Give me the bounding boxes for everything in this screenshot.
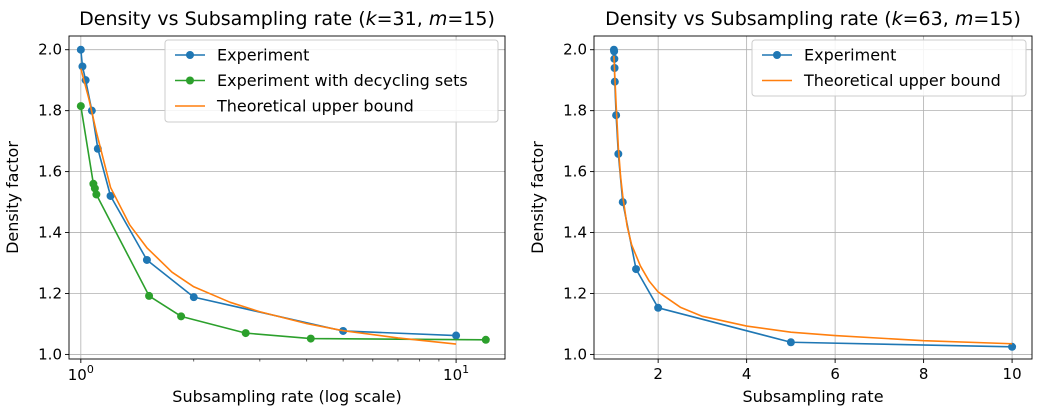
data-point <box>78 62 87 71</box>
y-axis-label: Density factor <box>3 141 22 254</box>
chart-title: Density vs Subsampling rate (k=63, m=15) <box>605 8 1021 30</box>
chart-title: Density vs Subsampling rate (k=31, m=15) <box>79 8 495 30</box>
x-tick-label: 8 <box>919 365 929 383</box>
data-point <box>654 303 663 312</box>
legend-marker <box>773 51 781 59</box>
series-experiment-with-decycling-sets <box>76 102 490 344</box>
legend: Experiment Experiment with decycling sets… <box>164 39 499 123</box>
y-axis-label: Density factor <box>528 141 547 254</box>
data-point <box>241 329 250 338</box>
x-axis-label: Subsampling rate (log scale) <box>172 387 401 406</box>
data-point <box>481 335 490 344</box>
legend-marker <box>186 76 194 85</box>
data-point <box>90 184 99 193</box>
y-tick-label: 1.6 <box>563 163 587 181</box>
x-tick-label: 4 <box>742 365 752 383</box>
data-point <box>76 102 85 111</box>
y-tick-label: 1.2 <box>563 284 587 302</box>
x-tick-label: 10 <box>1003 365 1022 383</box>
series-line <box>80 68 457 345</box>
legend-label: Theoretical upper bound <box>216 97 414 116</box>
legend: Experiment Theoretical upper bound <box>751 39 1027 97</box>
series-theoretical-upper-bound <box>613 55 1013 345</box>
data-point <box>1008 342 1017 351</box>
y-tick-label: 1.6 <box>38 163 62 181</box>
data-point <box>92 190 101 199</box>
y-tick-label: 2.0 <box>563 41 587 59</box>
y-tick-label: 1.8 <box>563 102 587 120</box>
data-point <box>145 291 154 300</box>
y-tick-label: 1.4 <box>38 224 62 242</box>
data-point <box>618 198 627 207</box>
chart-panel-1: 1.0 1.2 1.4 1.6 1.8 2.0 100 101 Density vs Subsa… <box>3 8 506 406</box>
data-point <box>632 265 641 274</box>
plot-frame <box>68 35 506 360</box>
series-line <box>80 105 486 341</box>
data-point <box>306 334 315 343</box>
x-tick-label: 6 <box>830 365 840 383</box>
data-point <box>189 293 198 302</box>
plot-frame <box>593 35 1033 360</box>
data-point <box>142 255 151 264</box>
x-axis-label: Subsampling rate <box>742 387 883 406</box>
data-point <box>76 45 85 54</box>
x-tick-label: 2 <box>653 365 663 383</box>
legend-label: Experiment <box>217 46 309 65</box>
y-tick-label: 2.0 <box>38 41 62 59</box>
legend-box <box>164 39 499 123</box>
data-point <box>177 312 186 321</box>
legend-label: Theoretical upper bound <box>803 71 1001 90</box>
legend-label: Experiment with decycling sets <box>217 71 468 90</box>
data-point <box>610 47 619 56</box>
y-tick-label: 1.0 <box>38 345 62 363</box>
y-tick-label: 1.2 <box>38 284 62 302</box>
y-tick-label: 1.4 <box>563 224 587 242</box>
y-tick-label: 1.0 <box>563 345 587 363</box>
series-line <box>613 55 1013 345</box>
data-point <box>452 331 461 340</box>
data-point <box>106 191 115 200</box>
x-tick-label: 100 <box>68 363 94 384</box>
legend-marker <box>186 51 194 59</box>
legend-label: Experiment <box>804 46 896 65</box>
x-tick-label: 101 <box>443 363 469 384</box>
series-theoretical-upper-bound <box>80 68 457 345</box>
legend-box <box>751 39 1027 97</box>
data-point <box>786 338 795 347</box>
y-tick-label: 1.8 <box>38 102 62 120</box>
chart-panel-2: 1.0 1.2 1.4 1.6 1.8 2.0 2 4 6 8 10 Density vs Subsa… <box>528 8 1033 406</box>
